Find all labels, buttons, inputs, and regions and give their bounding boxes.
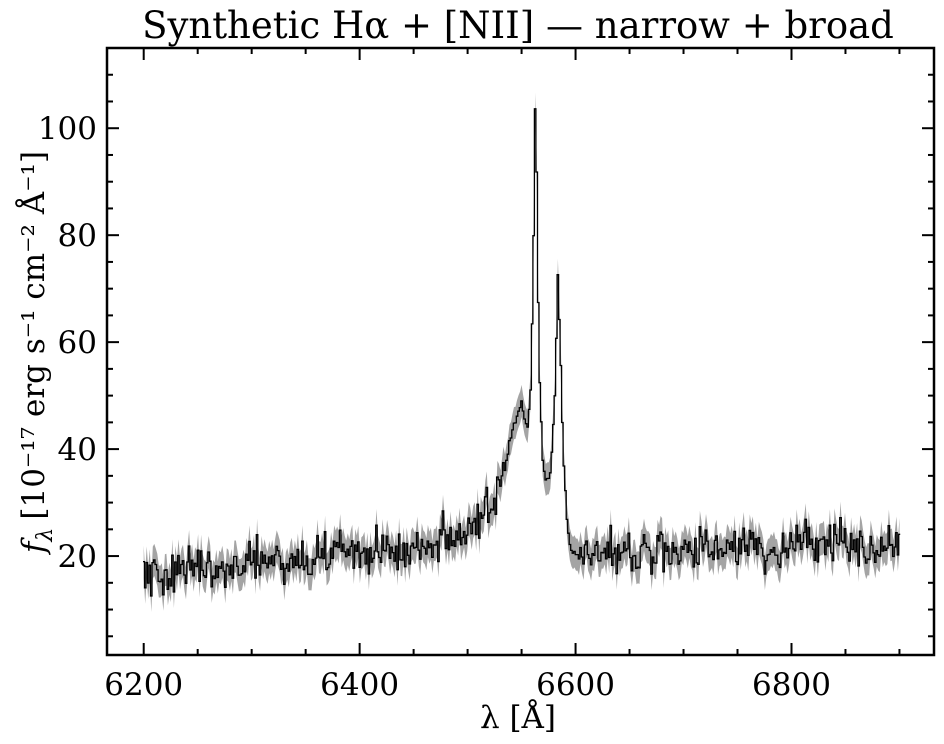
x-axis-label: λ [Å] [480,698,556,736]
y-tick-label: 20 [58,539,97,575]
y-tick-label: 80 [58,218,97,254]
x-tick-label: 6600 [536,667,615,703]
y-tick-label: 100 [38,111,97,147]
x-tick-label: 6200 [104,667,183,703]
y-tick-label: 60 [58,325,97,361]
x-tick-label: 6800 [752,667,831,703]
y-axis-label: fλ[10⁻¹⁷ erg s⁻¹ cm⁻² Å⁻¹] [14,151,58,555]
error-band [143,92,900,612]
x-tick-label: 6400 [320,667,399,703]
y-tick-label: 40 [58,432,97,468]
chart-title: Synthetic Hα + [NII] — narrow + broad [142,4,894,47]
plot-area [143,92,901,612]
flux-line [143,108,901,597]
y-axis-label-subscript: λ [33,528,58,543]
y-axis-label-units: [10⁻¹⁷ erg s⁻¹ cm⁻² Å⁻¹] [14,151,52,520]
tick-labels: 6200 6400 6600 6800 20 40 60 80 100 [38,111,831,703]
axes-frame [105,46,936,657]
